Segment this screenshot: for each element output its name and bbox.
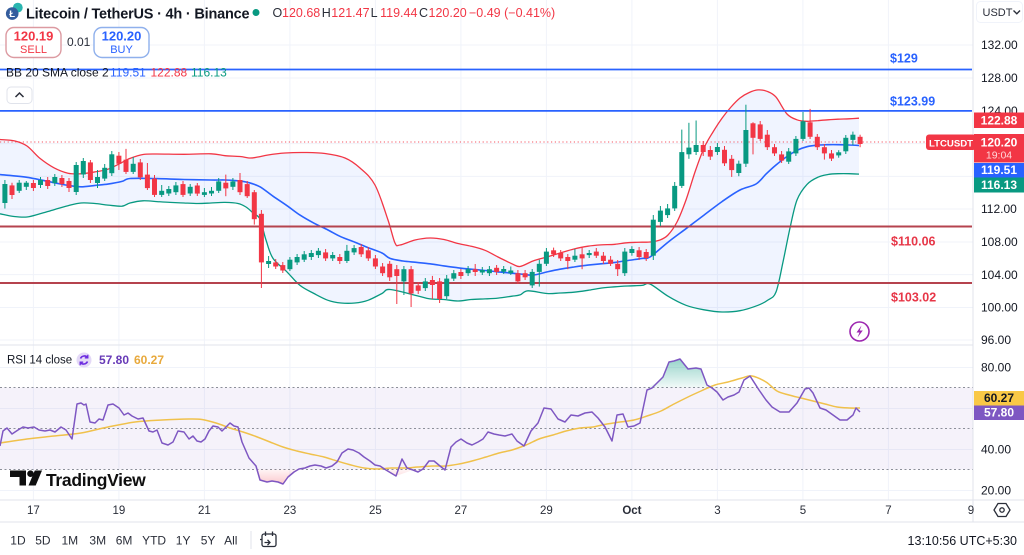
svg-text:60.27: 60.27: [984, 391, 1014, 405]
svg-text:112.00: 112.00: [981, 202, 1017, 216]
svg-text:3M: 3M: [89, 534, 106, 548]
svg-text:1M: 1M: [62, 534, 79, 548]
svg-text:120.19: 120.19: [14, 29, 54, 44]
svg-text:Ł: Ł: [9, 9, 15, 20]
svg-text:−0.49 (−0.41%): −0.49 (−0.41%): [469, 6, 555, 20]
svg-text:23: 23: [284, 505, 297, 517]
svg-text:96.00: 96.00: [981, 333, 1011, 347]
svg-text:O: O: [273, 6, 283, 20]
svg-text:LTCUSDT: LTCUSDT: [929, 139, 973, 150]
svg-text:BB 20 SMA close 2: BB 20 SMA close 2: [6, 66, 109, 80]
svg-text:120.68: 120.68: [282, 6, 320, 20]
svg-text:1Y: 1Y: [176, 534, 191, 548]
svg-text:120.20: 120.20: [981, 136, 1018, 150]
svg-text:0.01: 0.01: [67, 35, 91, 49]
svg-text:$123.99: $123.99: [890, 95, 935, 109]
svg-text:$129: $129: [890, 52, 918, 66]
svg-text:21: 21: [198, 505, 211, 517]
svg-text:BUY: BUY: [110, 44, 133, 56]
svg-text:$103.02: $103.02: [891, 291, 936, 305]
svg-text:116.13: 116.13: [981, 178, 1017, 192]
svg-text:100.00: 100.00: [981, 301, 1018, 315]
svg-text:27: 27: [455, 505, 468, 517]
svg-text:120.20: 120.20: [429, 6, 467, 20]
svg-text:119.44: 119.44: [380, 6, 417, 20]
svg-text:120.20: 120.20: [102, 29, 142, 44]
svg-text:3: 3: [714, 505, 720, 517]
svg-text:121.47: 121.47: [331, 6, 369, 20]
svg-text:13:10:56 UTC+5:30: 13:10:56 UTC+5:30: [908, 534, 1017, 548]
svg-text:132.00: 132.00: [981, 38, 1018, 52]
svg-text:122.88: 122.88: [981, 114, 1018, 128]
svg-text:128.00: 128.00: [981, 71, 1018, 85]
svg-text:RSI 14 close: RSI 14 close: [7, 355, 72, 367]
svg-text:104.00: 104.00: [981, 268, 1018, 282]
svg-text:H: H: [322, 6, 331, 20]
svg-text:6M: 6M: [116, 534, 133, 548]
svg-text:$110.06: $110.06: [891, 235, 936, 249]
svg-text:TradingView: TradingView: [46, 470, 146, 490]
svg-text:All: All: [224, 534, 237, 548]
svg-text:YTD: YTD: [142, 534, 166, 548]
svg-text:USDT: USDT: [983, 7, 1013, 19]
svg-text:57.80: 57.80: [99, 353, 129, 367]
svg-text:60.27: 60.27: [134, 353, 164, 367]
svg-text:116.13: 116.13: [191, 66, 227, 80]
svg-text:20.00: 20.00: [981, 484, 1011, 498]
svg-text:1D: 1D: [10, 534, 26, 548]
svg-text:57.80: 57.80: [984, 406, 1014, 420]
svg-text:108.00: 108.00: [981, 235, 1018, 249]
svg-text:7: 7: [885, 505, 891, 517]
svg-text:119.51: 119.51: [110, 66, 146, 80]
svg-text:9: 9: [968, 505, 974, 517]
svg-text:5D: 5D: [35, 534, 51, 548]
svg-text:17: 17: [27, 505, 40, 517]
svg-text:Oct: Oct: [622, 505, 641, 517]
svg-text:40.00: 40.00: [981, 443, 1011, 457]
svg-text:25: 25: [369, 505, 382, 517]
svg-text:SELL: SELL: [20, 44, 47, 56]
svg-text:119.51: 119.51: [981, 163, 1017, 177]
svg-text:19: 19: [113, 505, 126, 517]
svg-text:L: L: [371, 6, 378, 20]
svg-text:19:04: 19:04: [986, 150, 1012, 162]
svg-text:5: 5: [800, 505, 806, 517]
svg-text:Litecoin / TetherUS · 4h · Bin: Litecoin / TetherUS · 4h · Binance: [26, 7, 249, 23]
svg-text:29: 29: [540, 505, 553, 517]
svg-text:80.00: 80.00: [981, 361, 1011, 375]
svg-text:122.88: 122.88: [151, 66, 188, 80]
svg-text:C: C: [419, 6, 428, 20]
svg-text:5Y: 5Y: [201, 534, 216, 548]
